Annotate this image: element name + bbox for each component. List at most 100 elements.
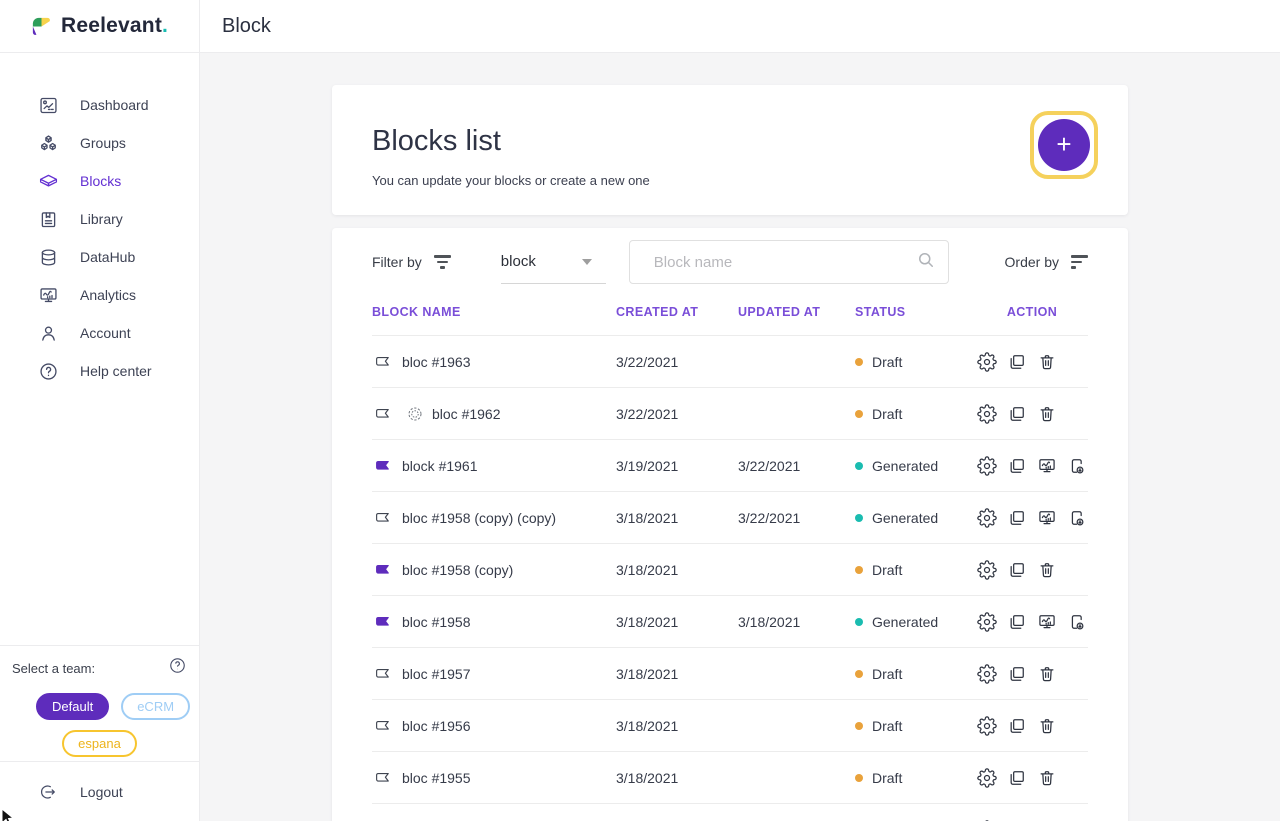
add-block-button[interactable]: + xyxy=(1038,119,1090,171)
delete-icon[interactable] xyxy=(1036,559,1057,580)
sort-icon[interactable] xyxy=(1071,255,1088,269)
sidebar-item-groups[interactable]: Groups xyxy=(0,124,199,162)
settings-icon[interactable] xyxy=(976,767,997,788)
table-row[interactable]: bloc #1963 3/22/2021 Draft xyxy=(372,336,1088,388)
sidebar-item-blocks[interactable]: Blocks xyxy=(0,162,199,200)
team-help-icon[interactable] xyxy=(168,656,187,680)
status-dot xyxy=(855,773,863,782)
blocks-table-card: Filter by block Order by BLOCK NAME CREA… xyxy=(332,228,1128,821)
account-icon xyxy=(38,323,59,344)
status-label: Draft xyxy=(872,769,903,786)
search-icon[interactable] xyxy=(916,250,936,275)
table-row[interactable]: bloc #1955 3/18/2021 Draft xyxy=(372,752,1088,804)
file-download-icon[interactable] xyxy=(1066,455,1087,476)
team-chip-espana[interactable]: espana xyxy=(62,730,137,757)
block-name-search-input[interactable] xyxy=(653,253,916,271)
updated-at: 3/22/2021 xyxy=(738,509,801,526)
delete-icon[interactable] xyxy=(1036,663,1057,684)
filter-type-select[interactable]: block xyxy=(500,240,606,284)
duplicate-icon[interactable] xyxy=(1006,351,1027,372)
brand-accent-dot: . xyxy=(162,14,168,37)
status-label: Draft xyxy=(872,561,903,578)
sidebar-item-help-center[interactable]: Help center xyxy=(0,352,199,390)
duplicate-icon[interactable] xyxy=(1006,403,1027,424)
logout-button[interactable]: Logout xyxy=(0,763,199,821)
status-label: Generated xyxy=(872,457,939,474)
help-icon xyxy=(38,361,59,382)
sidebar-item-label: DataHub xyxy=(80,249,136,265)
sidebar-item-account[interactable]: Account xyxy=(0,314,199,352)
column-action: ACTION xyxy=(1006,304,1058,319)
settings-icon[interactable] xyxy=(976,403,997,424)
table-row[interactable]: bloc #1958 3/18/2021 3/18/2021 Generated xyxy=(372,596,1088,648)
team-chip-default[interactable]: Default xyxy=(36,693,110,720)
analytics-preview-icon[interactable] xyxy=(1036,455,1057,476)
sidebar-item-dashboard[interactable]: Dashboard xyxy=(0,86,199,124)
created-at: 3/18/2021 xyxy=(616,509,679,526)
created-at: 3/22/2021 xyxy=(616,353,679,370)
analytics-preview-icon[interactable] xyxy=(1036,611,1057,632)
filter-icon[interactable] xyxy=(433,255,451,269)
duplicate-icon[interactable] xyxy=(1006,507,1027,528)
sidebar-item-label: Dashboard xyxy=(80,97,149,113)
sidebar-item-library[interactable]: Library xyxy=(0,200,199,238)
status-label: Generated xyxy=(872,509,939,526)
duplicate-icon[interactable] xyxy=(1006,559,1027,580)
sidebar-item-datahub[interactable]: DataHub xyxy=(0,238,199,276)
table-row[interactable]: bloc #1954 3/17/2021 3/22/2021 Generated xyxy=(372,804,1088,821)
chevron-down-icon xyxy=(581,259,592,265)
table-header-row: BLOCK NAME CREATED AT UPDATED AT STATUS … xyxy=(372,288,1088,336)
delete-icon[interactable] xyxy=(1036,351,1057,372)
duplicate-icon[interactable] xyxy=(1006,715,1027,736)
table-row[interactable]: bloc #1958 (copy) (copy) 3/18/2021 3/22/… xyxy=(372,492,1088,544)
sidebar-item-label: Account xyxy=(80,325,131,341)
status-label: Draft xyxy=(872,665,903,682)
logout-icon xyxy=(41,785,55,799)
delete-icon[interactable] xyxy=(1036,403,1057,424)
settings-icon[interactable] xyxy=(976,559,997,580)
settings-icon[interactable] xyxy=(976,507,997,528)
created-at: 3/18/2021 xyxy=(616,717,679,734)
sidebar-item-label: Blocks xyxy=(80,173,122,189)
duplicate-icon[interactable] xyxy=(1006,663,1027,684)
delete-icon[interactable] xyxy=(1036,767,1057,788)
duplicate-icon[interactable] xyxy=(1006,455,1027,476)
block-name: bloc #1963 xyxy=(402,353,471,370)
status-dot xyxy=(855,617,863,626)
analytics-icon xyxy=(38,285,59,306)
filter-bar: Filter by block Order by xyxy=(372,240,1088,284)
block-flag-icon xyxy=(372,353,394,371)
sidebar-item-label: Groups xyxy=(80,135,126,151)
created-at: 3/18/2021 xyxy=(616,665,679,682)
block-flag-icon xyxy=(372,457,394,475)
settings-icon[interactable] xyxy=(976,611,997,632)
duplicate-icon[interactable] xyxy=(1006,767,1027,788)
sidebar-item-label: Help center xyxy=(80,363,152,379)
block-flag-icon xyxy=(372,717,394,735)
table-row[interactable]: bloc #1957 3/18/2021 Draft xyxy=(372,648,1088,700)
settings-icon[interactable] xyxy=(976,351,997,372)
team-selector-label: Select a team: xyxy=(12,660,96,676)
sidebar-item-analytics[interactable]: Analytics xyxy=(0,276,199,314)
dashboard-icon xyxy=(38,95,59,116)
delete-icon[interactable] xyxy=(1036,715,1057,736)
file-download-icon[interactable] xyxy=(1066,611,1087,632)
team-chip-ecrm[interactable]: eCRM xyxy=(121,693,191,720)
table-row[interactable]: block #1961 3/19/2021 3/22/2021 Generate… xyxy=(372,440,1088,492)
table-row[interactable]: bloc #1956 3/18/2021 Draft xyxy=(372,700,1088,752)
brand-logo[interactable]: Reelevant. xyxy=(0,0,200,53)
logout-label: Logout xyxy=(80,784,123,800)
column-updated-at: UPDATED AT xyxy=(738,304,821,319)
table-row[interactable]: bloc #1958 (copy) 3/18/2021 Draft xyxy=(372,544,1088,596)
block-flag-icon xyxy=(372,769,394,787)
block-name: bloc #1957 xyxy=(402,665,471,682)
status-dot xyxy=(855,357,863,366)
table-row[interactable]: bloc #1962 3/22/2021 Draft xyxy=(372,388,1088,440)
duplicate-icon[interactable] xyxy=(1006,611,1027,632)
settings-icon[interactable] xyxy=(976,455,997,476)
settings-icon[interactable] xyxy=(976,663,997,684)
blocks-icon xyxy=(38,171,59,192)
analytics-preview-icon[interactable] xyxy=(1036,507,1057,528)
file-download-icon[interactable] xyxy=(1066,507,1087,528)
settings-icon[interactable] xyxy=(976,715,997,736)
